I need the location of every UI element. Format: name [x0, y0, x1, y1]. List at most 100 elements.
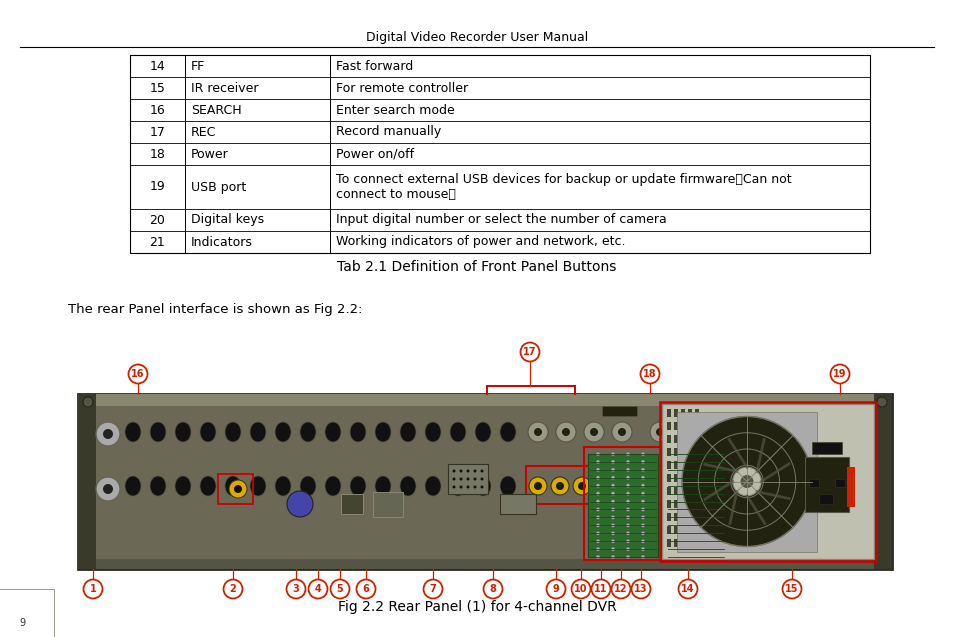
Text: 9: 9	[552, 584, 558, 594]
Circle shape	[287, 491, 313, 517]
Text: Indicators: Indicators	[191, 236, 253, 248]
Text: 19: 19	[150, 180, 165, 194]
Text: Fig 2.2 Rear Panel (1) for 4-channel DVR: Fig 2.2 Rear Panel (1) for 4-channel DVR	[337, 600, 616, 614]
Circle shape	[452, 485, 455, 489]
Bar	[661, 404, 873, 559]
Text: 15: 15	[150, 82, 165, 94]
Ellipse shape	[399, 476, 416, 496]
Circle shape	[129, 364, 148, 383]
Text: Working indicators of power and network, etc.: Working indicators of power and network,…	[335, 236, 625, 248]
Circle shape	[308, 580, 327, 599]
Bar	[695, 539, 699, 547]
Bar	[687, 435, 691, 443]
Circle shape	[356, 580, 375, 599]
Text: 20: 20	[150, 213, 165, 227]
Circle shape	[649, 422, 669, 442]
Circle shape	[618, 428, 625, 436]
Bar	[78, 559, 891, 569]
Ellipse shape	[125, 422, 141, 442]
Circle shape	[596, 531, 599, 535]
Circle shape	[233, 485, 242, 493]
Text: 5: 5	[336, 584, 343, 594]
Bar	[666, 487, 670, 495]
Circle shape	[640, 531, 644, 535]
Text: 14: 14	[680, 584, 694, 594]
Text: 17: 17	[522, 347, 537, 357]
Bar	[583, 447, 661, 560]
Ellipse shape	[225, 422, 241, 442]
Bar	[687, 474, 691, 482]
Bar	[680, 500, 684, 508]
Ellipse shape	[150, 476, 166, 496]
Circle shape	[640, 555, 644, 559]
Ellipse shape	[325, 476, 340, 496]
Bar	[330, 77, 869, 99]
Bar	[680, 474, 684, 482]
Ellipse shape	[375, 476, 391, 496]
Circle shape	[286, 580, 305, 599]
Bar	[680, 526, 684, 534]
Circle shape	[625, 483, 629, 488]
Bar	[665, 454, 725, 557]
Text: 15: 15	[784, 584, 798, 594]
Text: 12: 12	[614, 584, 627, 594]
Circle shape	[466, 469, 469, 473]
Text: 16: 16	[150, 103, 165, 117]
Circle shape	[551, 477, 568, 495]
Circle shape	[610, 515, 615, 519]
Ellipse shape	[125, 476, 141, 496]
Circle shape	[534, 428, 541, 436]
Ellipse shape	[450, 476, 465, 496]
Text: Digital Video Recorder User Manual: Digital Video Recorder User Manual	[366, 31, 587, 45]
Circle shape	[640, 468, 644, 472]
Text: 3: 3	[293, 584, 299, 594]
Bar	[130, 231, 869, 253]
Bar	[218, 474, 253, 504]
Bar	[687, 526, 691, 534]
Bar	[680, 539, 684, 547]
Bar	[673, 526, 678, 534]
Circle shape	[534, 482, 541, 490]
Text: 7: 7	[429, 584, 436, 594]
Circle shape	[612, 422, 631, 442]
Circle shape	[466, 485, 469, 489]
Bar	[673, 500, 678, 508]
Bar	[687, 448, 691, 456]
Bar	[673, 487, 678, 495]
Ellipse shape	[250, 422, 266, 442]
Text: 13: 13	[634, 584, 647, 594]
Bar	[695, 435, 699, 443]
Circle shape	[610, 468, 615, 472]
Circle shape	[596, 524, 599, 527]
Bar	[677, 412, 816, 552]
Bar	[130, 165, 869, 209]
Bar	[666, 539, 670, 547]
Circle shape	[473, 485, 476, 489]
Bar	[130, 99, 185, 121]
Bar	[695, 474, 699, 482]
Text: Digital keys: Digital keys	[191, 213, 264, 227]
Bar	[130, 209, 185, 231]
Text: 10: 10	[574, 584, 587, 594]
Text: 17: 17	[150, 125, 165, 138]
Text: Input digital number or select the number of camera: Input digital number or select the numbe…	[335, 213, 666, 227]
Circle shape	[466, 478, 469, 480]
Text: Enter search mode: Enter search mode	[335, 103, 455, 117]
Circle shape	[84, 580, 102, 599]
Bar	[78, 394, 891, 569]
Bar	[130, 209, 869, 231]
Circle shape	[625, 531, 629, 535]
Circle shape	[520, 343, 539, 362]
Circle shape	[678, 580, 697, 599]
Circle shape	[740, 475, 753, 488]
Text: 6: 6	[362, 584, 369, 594]
Ellipse shape	[450, 422, 465, 442]
Text: 18: 18	[642, 369, 656, 379]
Text: The rear Panel interface is shown as Fig 2.2:: The rear Panel interface is shown as Fig…	[68, 303, 362, 315]
Circle shape	[596, 483, 599, 488]
Bar	[673, 422, 678, 430]
Ellipse shape	[499, 476, 516, 496]
Circle shape	[330, 580, 349, 599]
Text: 18: 18	[150, 148, 165, 161]
Circle shape	[599, 482, 607, 490]
